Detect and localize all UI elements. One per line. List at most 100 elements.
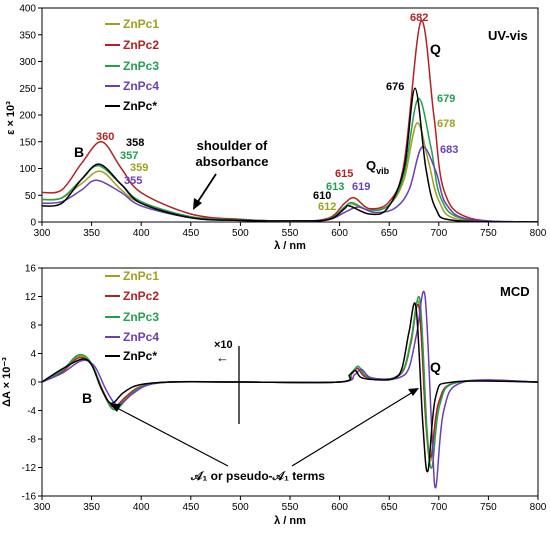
peak-676: 676 [386, 81, 404, 93]
uvvis-y-ticks: 0 50 100 150 200 250 300 350 400 [19, 4, 42, 229]
mcd-legend: ZnPc1 ZnPc2 ZnPc3 ZnPc4 ZnPc* [105, 269, 159, 363]
mcd-y-tick-label: 8 [30, 321, 36, 332]
mcd-b-label: B [82, 390, 92, 406]
shoulder-label-line1: shoulder of [197, 138, 268, 153]
mcd-y-tick-label: 16 [25, 264, 37, 275]
mcd-y-tick-label: -8 [27, 435, 36, 446]
peak-359: 359 [130, 162, 148, 174]
shoulder-label-line2: absorbance [196, 154, 269, 169]
uvvis-y-tick-label: 300 [19, 57, 36, 68]
uvvis-x-tick-label: 500 [232, 228, 249, 239]
mcd-x-axis-label: λ / nm [274, 515, 306, 527]
uvvis-x-tick-label: 700 [430, 228, 447, 239]
peak-358: 358 [126, 137, 144, 149]
uvvis-y-axis-label: ε × 10³ [5, 101, 17, 135]
peak-360: 360 [96, 131, 114, 143]
peak-357: 357 [120, 150, 138, 162]
uvvis-legend: ZnPc1 ZnPc2 ZnPc3 ZnPc4 ZnPc* [105, 17, 159, 113]
uvvis-x-tick-label: 650 [381, 228, 398, 239]
legend-label-znpc4: ZnPc4 [123, 79, 159, 93]
mcd-x-tick-label: 450 [182, 502, 199, 513]
legend-label-znpc2: ZnPc2 [123, 289, 159, 303]
legend-label-znpc2: ZnPc2 [123, 38, 159, 52]
mcd-x-tick-label: 800 [530, 502, 547, 513]
uvvis-x-tick-label: 400 [133, 228, 150, 239]
uvvis-x-tick-label: 300 [34, 228, 51, 239]
uvvis-panel-label: UV-vis [488, 28, 528, 43]
legend-label-znpcstar: ZnPc* [123, 99, 157, 113]
peak-615: 615 [335, 168, 353, 180]
peak-682: 682 [410, 12, 428, 24]
peak-612: 612 [318, 201, 336, 213]
uvvis-x-axis-label: λ / nm [274, 240, 306, 252]
scale-x10-label: ×10 [214, 339, 233, 351]
mcd-x-tick-label: 550 [282, 502, 299, 513]
legend-label-znpc1: ZnPc1 [123, 17, 159, 31]
uvvis-y-tick-label: 200 [19, 111, 36, 122]
uvvis-y-tick-label: 0 [30, 218, 36, 229]
uvvis-series-znpc3 [42, 98, 538, 222]
legend-label-znpcstar: ZnPc* [123, 349, 157, 363]
shoulder-arrow-shaft [196, 173, 217, 204]
a1-arrow-right-head [408, 388, 419, 396]
uvvis-x-tick-label: 800 [530, 228, 547, 239]
uvvis-x-tick-label: 550 [282, 228, 299, 239]
shoulder-arrowhead [193, 198, 202, 210]
uvvis-y-tick-label: 150 [19, 137, 36, 148]
mcd-x-tick-label: 350 [83, 502, 100, 513]
uvvis-y-tick-label: 100 [19, 164, 36, 175]
uvvis-y-tick-label: 250 [19, 84, 36, 95]
mcd-y-tick-label: -12 [22, 463, 37, 474]
uvvis-x-ticks: 300 350 400 450 500 550 600 650 700 750 800 [34, 222, 547, 239]
b-band-label: B [74, 144, 84, 160]
mcd-y-tick-label: -16 [22, 492, 37, 503]
mcd-y-tick-label: 0 [30, 378, 36, 389]
uvvis-x-tick-label: 350 [83, 228, 100, 239]
mcd-y-tick-label: -4 [27, 406, 36, 417]
uvvis-series-znpc4 [42, 146, 538, 222]
uvvis-x-tick-label: 600 [331, 228, 348, 239]
legend-label-znpc4: ZnPc4 [123, 330, 159, 344]
mcd-y-axis-label: ΔA × 10⁻³ [1, 357, 13, 407]
mcd-x-ticks: 300 350 400 450 500 550 600 650 700 750 800 [34, 496, 547, 513]
mcd-y-tick-label: 12 [25, 292, 37, 303]
scale-arrow-icon: ← [216, 350, 229, 365]
mcd-x-tick-label: 750 [480, 502, 497, 513]
mcd-x-tick-label: 600 [331, 502, 348, 513]
mcd-x-tick-label: 500 [232, 502, 249, 513]
mcd-x-tick-label: 300 [34, 502, 51, 513]
mcd-series-znpcstar [42, 302, 538, 473]
peak-355: 355 [124, 175, 142, 187]
peak-619: 619 [352, 181, 370, 193]
mcd-x-tick-label: 650 [381, 502, 398, 513]
uvvis-series-znpc2 [42, 20, 538, 222]
mcd-y-ticks: -16 -12 -8 -4 0 4 8 12 16 [22, 264, 42, 503]
uvvis-panel: 0 50 100 150 200 250 300 350 400 300 350 400 450 500… [5, 4, 547, 253]
a1-arrow-left-head [110, 404, 121, 412]
uvvis-series [42, 20, 538, 222]
uvvis-y-tick-label: 350 [19, 30, 36, 41]
mcd-panel-label: MCD [500, 284, 530, 299]
mcd-panel: -16 -12 -8 -4 0 4 8 12 16 300 350 400 450 500 550 600 6… [1, 264, 547, 528]
a1-arrow-right-shaft [291, 391, 414, 467]
legend-label-znpc3: ZnPc3 [123, 59, 159, 73]
uvvis-x-tick-label: 750 [480, 228, 497, 239]
peak-613: 613 [326, 181, 344, 193]
peak-683: 683 [440, 144, 458, 156]
mcd-x-tick-label: 700 [430, 502, 447, 513]
uvvis-series-znpc1 [42, 122, 538, 222]
qvib-label: Qvib [366, 158, 390, 176]
mcd-y-tick-label: 4 [30, 349, 36, 360]
peak-679: 679 [437, 93, 455, 105]
peak-610: 610 [313, 190, 331, 202]
mcd-q-label: Q [430, 359, 441, 375]
uvvis-series-znpcstar [42, 87, 538, 222]
legend-label-znpc3: ZnPc3 [123, 310, 159, 324]
uvvis-y-tick-label: 50 [25, 191, 37, 202]
uvvis-y-tick-label: 400 [19, 4, 36, 15]
uvvis-x-tick-label: 450 [182, 228, 199, 239]
a1-terms-label: 𝒜₁ or pseudo-𝒜₁ terms [190, 469, 325, 483]
peak-678: 678 [437, 118, 455, 130]
legend-label-znpc1: ZnPc1 [123, 269, 159, 283]
